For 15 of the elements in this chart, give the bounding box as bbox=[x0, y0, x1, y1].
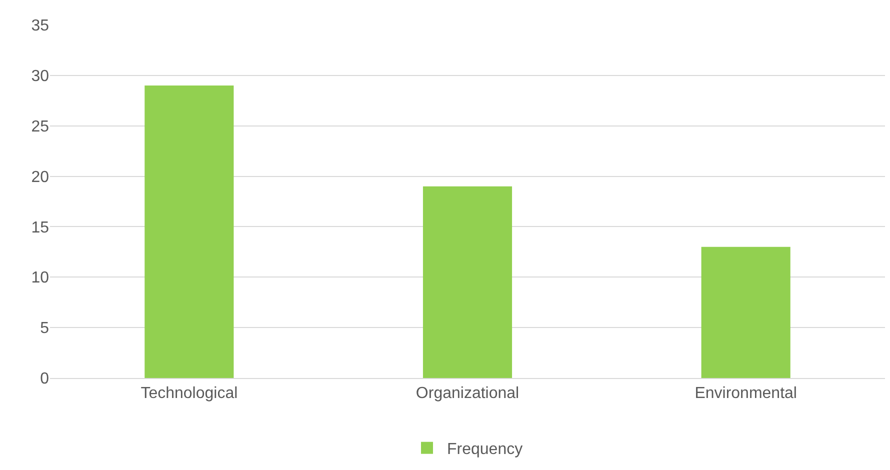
bar bbox=[701, 246, 790, 378]
bar bbox=[144, 86, 234, 378]
y-tick-label: 15 bbox=[31, 219, 50, 236]
y-tick-label: 0 bbox=[40, 370, 50, 388]
y-tick-label: 10 bbox=[31, 270, 50, 287]
bar bbox=[422, 186, 512, 378]
y-tick-label: 30 bbox=[31, 68, 50, 86]
y-tick-label: 20 bbox=[31, 168, 50, 186]
x-tick-label: Technological bbox=[140, 385, 238, 402]
y-tick-label: 5 bbox=[40, 320, 50, 338]
x-tick-label: Environmental bbox=[694, 385, 797, 402]
legend-label: Frequency bbox=[447, 441, 523, 458]
x-tick-label: Organizational bbox=[416, 385, 520, 402]
y-tick-label: 35 bbox=[31, 18, 50, 35]
y-tick-label: 25 bbox=[31, 118, 50, 136]
